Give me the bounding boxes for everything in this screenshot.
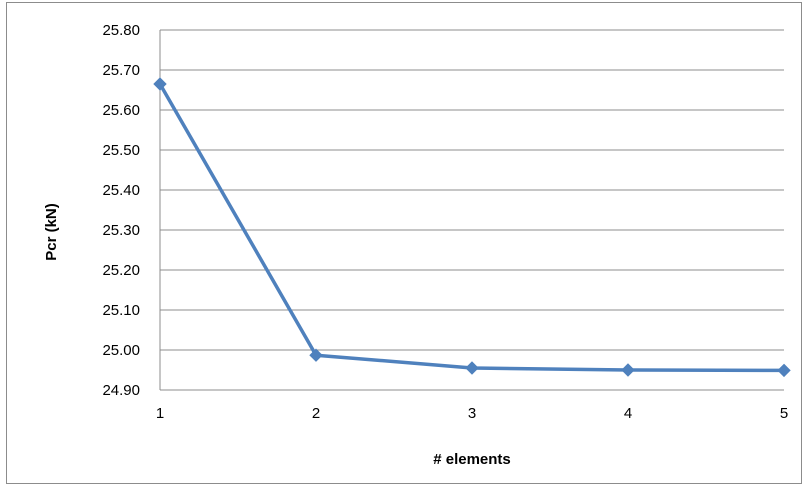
x-tick-label: 4 <box>624 405 632 422</box>
y-tick-label: 25.20 <box>102 262 140 279</box>
y-axis-title: Pcr (kN) <box>43 203 60 261</box>
y-axis-tick-labels: 24.90 25.00 25.10 25.20 25.30 25.40 25.50 25.60… <box>102 22 140 399</box>
y-tick-label: 25.40 <box>102 182 140 199</box>
data-point <box>465 361 479 375</box>
y-tick-label: 25.50 <box>102 142 140 159</box>
series-line <box>158 82 786 373</box>
series-layer <box>153 77 791 378</box>
x-tick-label: 5 <box>780 405 788 422</box>
x-axis-title: # elements <box>433 451 511 468</box>
data-point <box>153 77 167 91</box>
x-tick-label: 2 <box>312 405 320 422</box>
chart-frame <box>6 2 802 484</box>
x-axis-tick-labels: 1 2 3 4 5 <box>156 405 788 422</box>
y-tick-label: 25.00 <box>102 342 140 359</box>
y-tick-label: 24.90 <box>102 382 140 399</box>
data-point <box>621 363 635 377</box>
x-tick-label: 1 <box>156 405 164 422</box>
y-tick-label: 25.60 <box>102 102 140 119</box>
y-tick-label: 25.30 <box>102 222 140 239</box>
y-tick-label: 25.80 <box>102 22 140 39</box>
data-point <box>777 363 791 378</box>
axes <box>159 30 784 391</box>
y-tick-label: 25.10 <box>102 302 140 319</box>
y-tick-label: 25.70 <box>102 62 140 79</box>
data-point <box>309 348 323 362</box>
x-tick-label: 3 <box>468 405 476 422</box>
gridlines <box>160 29 784 351</box>
